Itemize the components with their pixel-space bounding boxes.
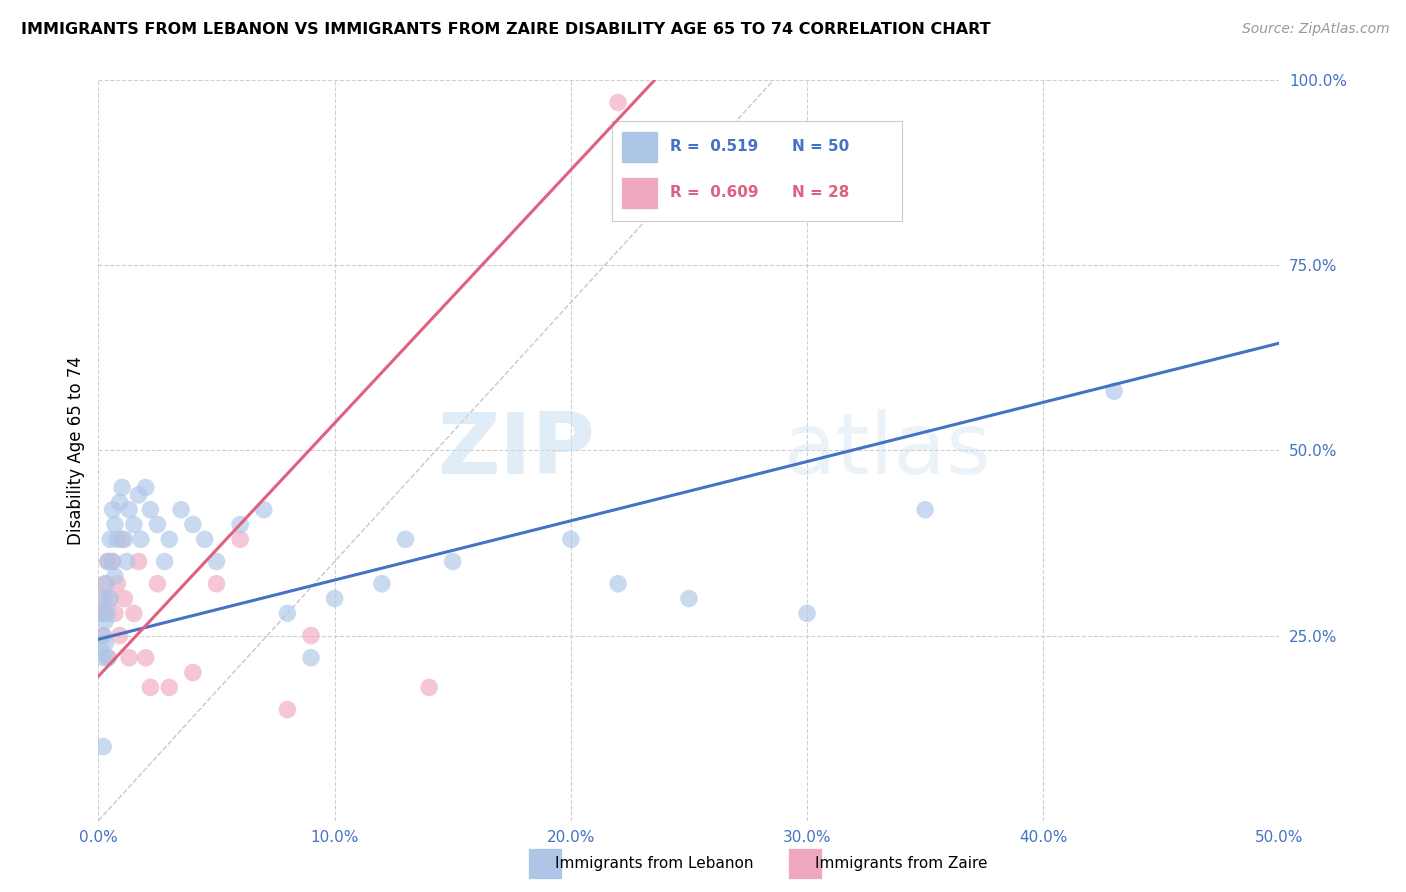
Point [135,480,157,494]
Point [105,576,128,591]
Point [135,650,157,665]
Point [205,576,228,591]
Point [94,576,117,591]
Point [276,703,298,717]
Point [91,739,114,754]
Point [157,681,180,695]
Point [139,681,162,695]
Point [170,502,193,516]
Point [97,650,120,665]
Point [91,650,114,665]
Point [129,533,152,547]
Text: Immigrants from Zaire: Immigrants from Zaire [815,856,988,871]
Point [91,591,114,606]
Point [253,502,276,516]
Point [229,533,252,547]
Point [101,555,124,569]
Point [560,533,582,547]
Point [101,502,124,516]
Point [371,576,394,591]
Point [91,628,114,642]
Point [394,533,416,547]
Point [97,650,120,665]
Point [108,628,131,642]
Point [105,533,128,547]
Point [914,502,936,516]
Point [205,555,228,569]
Point [229,517,252,532]
Point [441,555,464,569]
Point [128,555,150,569]
Point [181,665,204,680]
Point [111,480,134,494]
Point [104,569,127,583]
Point [94,576,117,591]
Point [146,576,169,591]
Text: atlas: atlas [783,409,991,492]
Point [299,628,322,642]
Point [112,533,135,547]
Text: ZIP: ZIP [437,409,595,492]
Point [90,643,112,657]
Text: Source: ZipAtlas.com: Source: ZipAtlas.com [1241,22,1389,37]
Point [139,502,162,516]
Point [796,607,818,621]
Point [128,488,150,502]
Point [122,607,145,621]
Point [94,614,117,628]
Point [181,517,204,532]
Point [94,607,117,621]
Point [104,607,127,621]
Point [299,650,322,665]
Point [97,555,120,569]
Point [607,576,630,591]
Point [98,591,121,606]
Point [98,533,121,547]
Point [607,95,630,110]
Point [97,555,120,569]
Point [98,591,121,606]
Y-axis label: Disability Age 65 to 74: Disability Age 65 to 74 [66,356,84,545]
Point [90,607,112,621]
Point [276,607,298,621]
Point [118,650,141,665]
Text: IMMIGRANTS FROM LEBANON VS IMMIGRANTS FROM ZAIRE DISABILITY AGE 65 TO 74 CORRELA: IMMIGRANTS FROM LEBANON VS IMMIGRANTS FR… [21,22,991,37]
Point [104,517,127,532]
Point [97,607,120,621]
Point [153,555,176,569]
Point [101,555,124,569]
Point [91,591,114,606]
Point [146,517,169,532]
Point [90,607,112,621]
Point [122,517,145,532]
Point [678,591,700,606]
Point [111,533,134,547]
Point [323,591,346,606]
Point [1102,384,1125,399]
Point [418,681,440,695]
Point [94,636,117,650]
Point [108,495,131,509]
Point [118,502,141,516]
Text: Immigrants from Lebanon: Immigrants from Lebanon [555,856,754,871]
Point [91,628,114,642]
Point [112,591,135,606]
Point [115,555,138,569]
Point [157,533,180,547]
Point [194,533,217,547]
